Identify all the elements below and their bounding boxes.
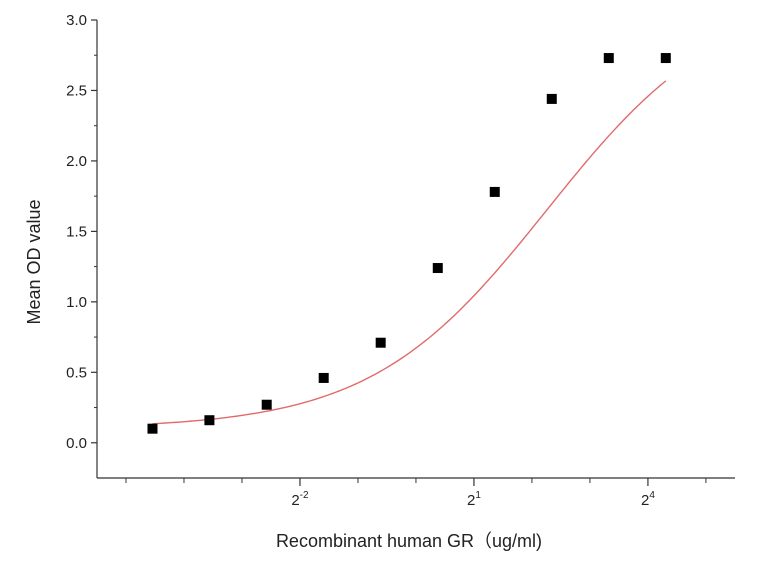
data-point [375, 337, 386, 348]
y-tick-label: 0.0 [66, 435, 87, 452]
data-point [204, 415, 215, 426]
y-tick-label: 0.5 [66, 364, 87, 381]
y-tick-label: 1.0 [66, 294, 87, 311]
data-point [603, 53, 614, 64]
y-axis-title: Mean OD value [24, 199, 44, 324]
y-tick-label: 1.5 [66, 223, 87, 240]
x-tick-label: 24 [641, 490, 655, 509]
x-tick-label: 2-2 [291, 490, 309, 509]
data-point [261, 399, 272, 410]
axes: 0.0 0.5 1.0 1.5 2.0 2.5 3.0 2-2 21 24 [66, 12, 735, 509]
fit-curve [152, 80, 667, 425]
data-points-layer [147, 53, 671, 434]
x-tick-label: 21 [467, 490, 481, 509]
data-point [318, 372, 329, 383]
fit-curve-layer [152, 80, 667, 425]
data-point [660, 53, 671, 64]
data-point [147, 423, 158, 434]
x-axis-title: Recombinant human GR（ug/ml) [276, 531, 542, 551]
y-tick-label: 2.5 [66, 82, 87, 99]
data-point [546, 93, 557, 104]
y-tick-label: 2.0 [66, 153, 87, 170]
data-point [432, 263, 443, 274]
y-tick-label: 3.0 [66, 12, 87, 29]
data-point [489, 186, 500, 197]
